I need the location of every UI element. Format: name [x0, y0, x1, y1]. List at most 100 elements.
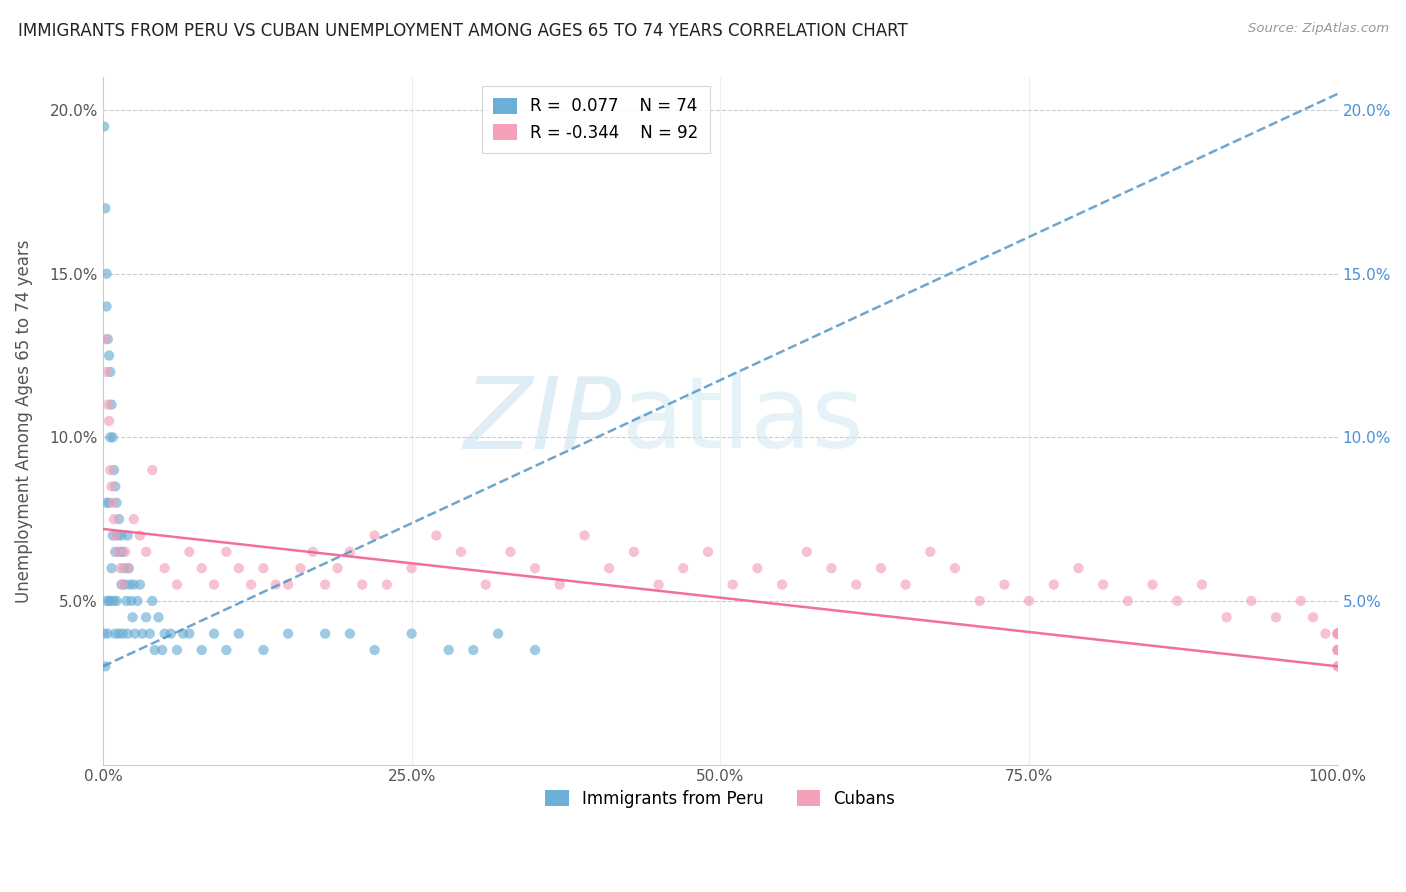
Point — [129, 528, 152, 542]
Point — [474, 577, 496, 591]
Point — [104, 528, 127, 542]
Point — [98, 594, 121, 608]
Point — [94, 332, 117, 346]
Point — [104, 479, 127, 493]
Point — [215, 643, 238, 657]
Point — [770, 577, 793, 591]
Point — [1215, 610, 1237, 624]
Point — [1142, 577, 1164, 591]
Point — [401, 561, 423, 575]
Point — [98, 496, 121, 510]
Point — [166, 577, 188, 591]
Point — [820, 561, 842, 575]
Point — [1326, 643, 1348, 657]
Point — [141, 463, 163, 477]
Point — [1092, 577, 1115, 591]
Legend: Immigrants from Peru, Cubans: Immigrants from Peru, Cubans — [538, 783, 903, 814]
Point — [943, 561, 966, 575]
Point — [1326, 626, 1348, 640]
Point — [672, 561, 695, 575]
Point — [1240, 594, 1263, 608]
Point — [111, 577, 134, 591]
Point — [1326, 626, 1348, 640]
Point — [120, 577, 142, 591]
Point — [118, 561, 141, 575]
Point — [111, 626, 134, 640]
Point — [228, 561, 250, 575]
Point — [1315, 626, 1337, 640]
Point — [94, 202, 117, 216]
Point — [1326, 659, 1348, 673]
Point — [215, 545, 238, 559]
Point — [148, 610, 170, 624]
Point — [93, 626, 115, 640]
Point — [190, 643, 212, 657]
Point — [721, 577, 744, 591]
Point — [1326, 626, 1348, 640]
Point — [105, 496, 128, 510]
Point — [290, 561, 312, 575]
Point — [1326, 643, 1348, 657]
Point — [1326, 643, 1348, 657]
Point — [499, 545, 522, 559]
Point — [117, 561, 139, 575]
Point — [747, 561, 769, 575]
Point — [920, 545, 942, 559]
Point — [101, 430, 124, 444]
Point — [135, 610, 157, 624]
Point — [969, 594, 991, 608]
Point — [1018, 594, 1040, 608]
Point — [114, 545, 136, 559]
Point — [1326, 626, 1348, 640]
Point — [179, 545, 201, 559]
Point — [1289, 594, 1312, 608]
Point — [117, 528, 139, 542]
Point — [845, 577, 868, 591]
Point — [301, 545, 323, 559]
Point — [153, 561, 176, 575]
Point — [1326, 626, 1348, 640]
Point — [1116, 594, 1139, 608]
Point — [150, 643, 173, 657]
Point — [111, 545, 134, 559]
Point — [122, 577, 145, 591]
Point — [574, 528, 596, 542]
Y-axis label: Unemployment Among Ages 65 to 74 years: Unemployment Among Ages 65 to 74 years — [15, 239, 32, 603]
Point — [524, 561, 547, 575]
Point — [105, 594, 128, 608]
Point — [252, 561, 274, 575]
Point — [98, 594, 121, 608]
Point — [1326, 626, 1348, 640]
Point — [110, 577, 132, 591]
Point — [101, 496, 124, 510]
Point — [107, 528, 129, 542]
Point — [100, 398, 122, 412]
Point — [103, 512, 125, 526]
Point — [112, 561, 135, 575]
Point — [143, 643, 166, 657]
Point — [97, 626, 120, 640]
Point — [115, 594, 138, 608]
Point — [153, 626, 176, 640]
Point — [339, 626, 361, 640]
Point — [159, 626, 181, 640]
Point — [1265, 610, 1288, 624]
Point — [103, 463, 125, 477]
Point — [1302, 610, 1324, 624]
Text: atlas: atlas — [621, 373, 863, 469]
Point — [1067, 561, 1090, 575]
Point — [117, 626, 139, 640]
Point — [96, 267, 118, 281]
Point — [352, 577, 374, 591]
Point — [96, 365, 118, 379]
Point — [437, 643, 460, 657]
Point — [131, 626, 153, 640]
Point — [114, 577, 136, 591]
Point — [1326, 659, 1348, 673]
Point — [202, 577, 225, 591]
Point — [647, 577, 669, 591]
Point — [100, 479, 122, 493]
Point — [98, 349, 121, 363]
Point — [1326, 643, 1348, 657]
Point — [486, 626, 509, 640]
